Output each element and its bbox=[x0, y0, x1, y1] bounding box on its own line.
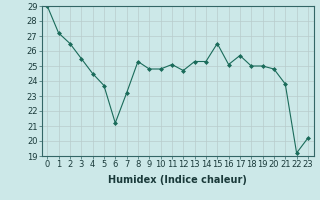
X-axis label: Humidex (Indice chaleur): Humidex (Indice chaleur) bbox=[108, 175, 247, 185]
